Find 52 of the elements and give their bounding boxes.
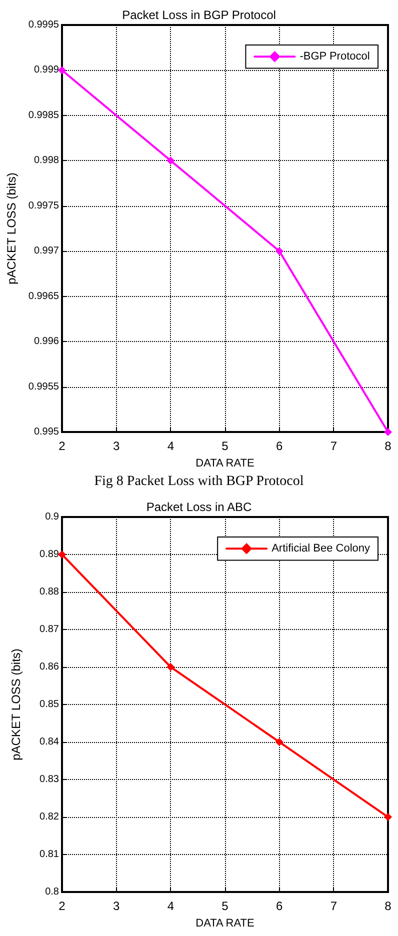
point xyxy=(275,247,284,256)
y-tick-label: 0.9 xyxy=(45,512,60,522)
point xyxy=(384,428,392,436)
x-tick-label: 7 xyxy=(330,899,338,913)
point xyxy=(384,813,392,821)
y-tick-label: 0.85 xyxy=(40,699,60,710)
y-tick-label: 0.996 xyxy=(34,336,60,348)
x-tick-label: 2 xyxy=(58,899,66,913)
y-tick-label: 0.89 xyxy=(40,549,60,560)
x-tick-label: 3 xyxy=(112,439,120,453)
x-tick-label: 5 xyxy=(222,439,229,453)
y-axis-title: pACKET LOSS (bits) xyxy=(4,172,19,284)
y-tick-label: 0.997 xyxy=(34,246,60,257)
y-tick-label: 0.8 xyxy=(45,886,60,898)
x-tick-label: 3 xyxy=(112,899,120,913)
y-tick-label: 0.9985 xyxy=(28,110,60,121)
chart-title: Packet Loss in BGP Protocol xyxy=(122,8,276,22)
legend-label: Artificial Bee Colony xyxy=(272,542,370,555)
x-axis-title: DATA RATE xyxy=(196,458,254,470)
x-tick-label: 5 xyxy=(222,899,229,913)
x-tick-label: 8 xyxy=(384,899,392,913)
y-tick-label: 0.9975 xyxy=(28,200,60,212)
y-tick-label: 0.995 xyxy=(34,426,60,438)
y-tick-label: 0.87 xyxy=(40,624,60,635)
legend-label: -BGP Protocol xyxy=(300,50,370,63)
point xyxy=(275,738,284,746)
x-tick-label: 8 xyxy=(384,439,392,453)
caption: Fig 8 Packet Loss with BGP Protocol xyxy=(93,474,305,490)
x-tick-label: 6 xyxy=(276,439,283,453)
y-tick-label: 0.998 xyxy=(34,155,60,166)
y-tick-label: 0.81 xyxy=(40,849,60,860)
point xyxy=(58,550,66,558)
x-tick-label: 2 xyxy=(58,439,66,453)
x-tick-label: 4 xyxy=(167,439,174,453)
chart-title: Packet Loss in ABC xyxy=(146,500,252,514)
x-tick-label: 7 xyxy=(330,439,338,453)
y-tick-label: 0.86 xyxy=(40,662,60,672)
point xyxy=(166,663,175,671)
point xyxy=(58,66,66,74)
y-axis-title: pACKET LOSS (bits) xyxy=(9,648,23,760)
y-tick-label: 0.9995 xyxy=(28,20,60,30)
y-tick-label: 0.88 xyxy=(40,586,60,598)
y-tick-label: 0.9965 xyxy=(28,290,60,302)
x-tick-label: 4 xyxy=(167,899,174,913)
y-tick-label: 0.9955 xyxy=(28,381,60,392)
point xyxy=(166,156,175,165)
y-tick-label: 0.999 xyxy=(34,64,60,76)
x-axis-title: DATA RATE xyxy=(196,918,254,930)
y-tick-label: 0.82 xyxy=(40,812,60,822)
x-tick-label: 6 xyxy=(276,899,283,913)
y-tick-label: 0.84 xyxy=(40,736,60,748)
y-tick-label: 0.83 xyxy=(40,774,60,785)
